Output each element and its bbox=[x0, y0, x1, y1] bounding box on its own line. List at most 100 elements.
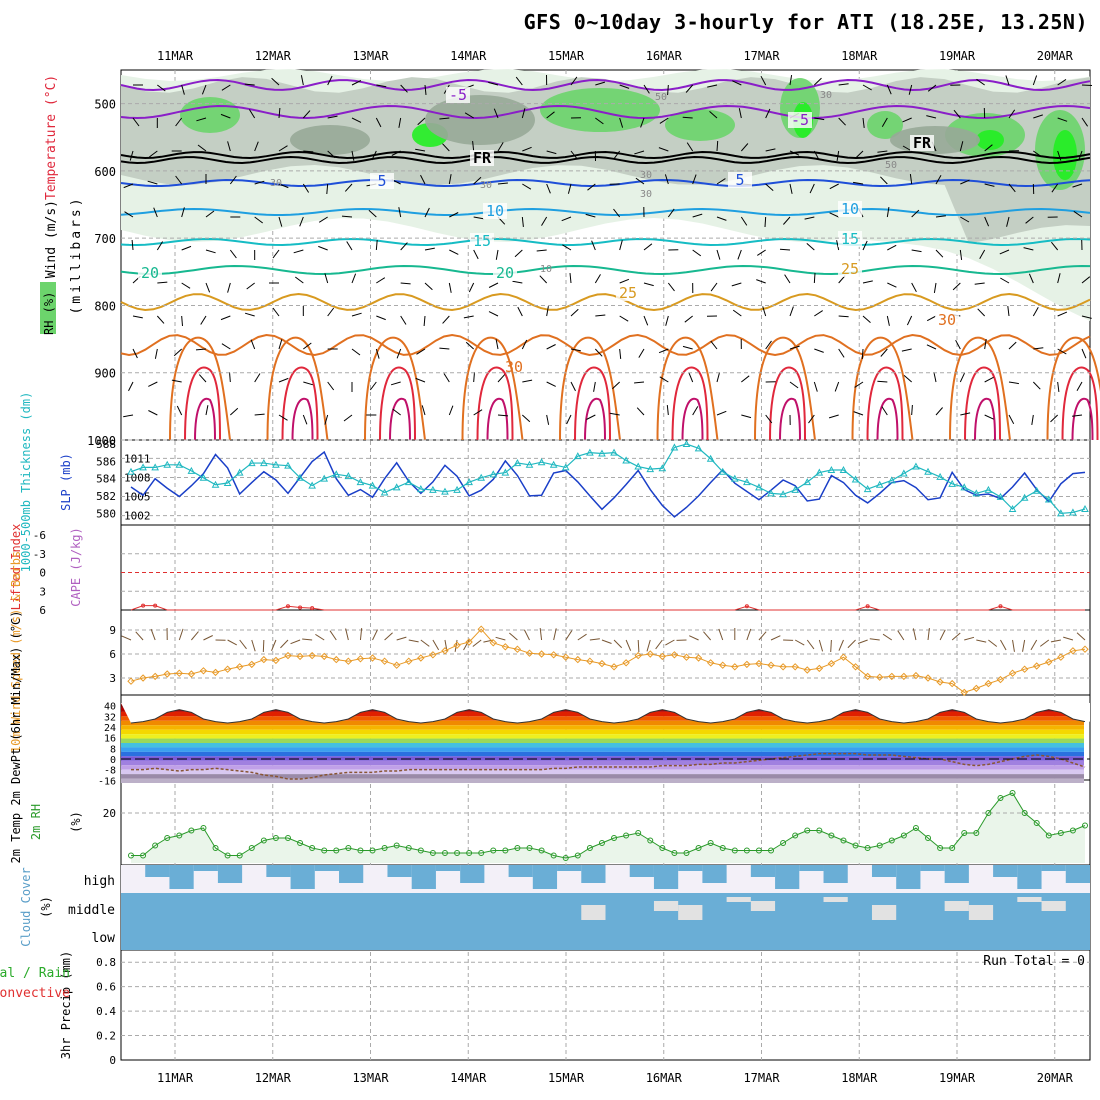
wind-barb bbox=[488, 81, 499, 86]
wind-barb bbox=[473, 176, 482, 185]
rh-blob bbox=[180, 97, 240, 133]
rh2m-point bbox=[405, 845, 412, 851]
temp-area-mask bbox=[121, 703, 1090, 723]
wind10-barb bbox=[1012, 639, 1015, 652]
wind-barb bbox=[877, 150, 888, 153]
wind10-point bbox=[562, 653, 570, 661]
li-tick: 6 bbox=[39, 604, 46, 617]
thickness-point bbox=[863, 485, 872, 493]
wind10-point bbox=[743, 660, 751, 669]
slp-axis-label: SLP (mb) bbox=[59, 453, 73, 511]
slp-tick: 1011 bbox=[124, 452, 151, 465]
wind-barb bbox=[327, 381, 335, 391]
wind-barb bbox=[732, 309, 742, 317]
rh2m-point bbox=[925, 835, 932, 841]
rh2m-point bbox=[345, 845, 352, 851]
rh-blob bbox=[867, 111, 903, 139]
temp-color-band bbox=[121, 725, 1084, 730]
rh2m-axis-label: 2m RH bbox=[29, 804, 43, 840]
rh2m-point bbox=[369, 847, 376, 854]
wind10-point bbox=[235, 663, 244, 671]
wind-barb bbox=[371, 150, 377, 161]
rh2m-point bbox=[1009, 790, 1016, 796]
pressure-tick: 800 bbox=[94, 299, 116, 313]
temp-color-band bbox=[121, 729, 1084, 735]
lifted-index-point bbox=[298, 605, 303, 610]
wind-barb bbox=[619, 84, 630, 89]
contour-label-bg bbox=[446, 87, 470, 103]
wind-barb bbox=[1051, 183, 1059, 193]
wind-barb bbox=[546, 381, 556, 387]
rh2m-point bbox=[490, 847, 497, 854]
rh2m-point bbox=[828, 832, 835, 839]
wind10-barb bbox=[251, 639, 256, 652]
thickness-tick: 586 bbox=[96, 455, 116, 468]
wind-barb bbox=[643, 315, 649, 326]
cloud-mid-cell bbox=[1041, 901, 1066, 911]
wind-barb bbox=[570, 150, 578, 160]
thickness-point bbox=[465, 478, 473, 486]
rh2m-area bbox=[131, 793, 1085, 863]
wind-barb bbox=[881, 117, 888, 127]
wind-barb bbox=[129, 150, 134, 161]
wind-barb bbox=[415, 377, 426, 383]
wind-barb bbox=[246, 282, 255, 290]
wind-barb bbox=[488, 282, 499, 288]
rh2m-point bbox=[1057, 830, 1064, 836]
temp-contour bbox=[120, 264, 1091, 276]
wind-barb bbox=[1078, 150, 1083, 161]
wind-barb bbox=[933, 282, 937, 293]
thickness-point bbox=[199, 473, 208, 481]
wind-barb bbox=[497, 374, 506, 383]
rh2m-point bbox=[961, 830, 968, 836]
temp-loop-40 bbox=[291, 397, 314, 441]
wind-barb bbox=[148, 381, 158, 387]
wind-barb bbox=[999, 249, 1010, 255]
wind-barb bbox=[272, 249, 280, 259]
pressure-tick: 600 bbox=[94, 165, 116, 179]
bottom-date-label: 17MAR bbox=[743, 1071, 780, 1085]
wind-barb bbox=[659, 376, 669, 383]
thickness-point bbox=[1081, 504, 1089, 512]
wind-barb bbox=[522, 183, 532, 190]
temp-loop-40 bbox=[974, 397, 996, 441]
temp-tick: 24 bbox=[104, 723, 116, 734]
temp-tick: 0 bbox=[110, 755, 116, 766]
wind10-point bbox=[779, 663, 787, 671]
rh2m-point bbox=[393, 842, 400, 849]
rh-contour-label: 50 bbox=[885, 160, 897, 171]
rh-contour-label: 30 bbox=[270, 178, 282, 189]
wind-barb bbox=[351, 312, 362, 317]
wind-barb bbox=[666, 405, 669, 416]
wind-barb bbox=[521, 414, 531, 423]
temp-loop-30 bbox=[559, 336, 621, 441]
rh2m-point bbox=[260, 837, 267, 844]
wind-barb bbox=[569, 273, 572, 284]
wind-barb bbox=[1057, 150, 1062, 161]
rh2m-point bbox=[236, 852, 243, 859]
temp-color-band bbox=[121, 760, 1084, 766]
wind-tick: 6 bbox=[109, 648, 116, 661]
temp-color-band bbox=[121, 774, 1084, 779]
wind-barb bbox=[1057, 273, 1061, 284]
rh2m-point bbox=[550, 852, 557, 859]
wind-barb bbox=[254, 216, 263, 224]
rh2m-unit-label: (%) bbox=[69, 811, 83, 833]
top-date-label: 14MAR bbox=[450, 49, 487, 63]
rh2m-point bbox=[526, 845, 533, 851]
wind-barb bbox=[595, 81, 606, 86]
wind10-point bbox=[392, 661, 401, 669]
wind-barb bbox=[765, 183, 774, 191]
precip-tick: 0 bbox=[109, 1054, 116, 1067]
temp-loop-40 bbox=[584, 397, 606, 441]
temp-tick: 32 bbox=[104, 712, 116, 723]
wind10-barb bbox=[646, 639, 651, 652]
top-date-label: 11MAR bbox=[157, 49, 194, 63]
contour-label: 20 bbox=[496, 264, 514, 282]
wind-barb bbox=[254, 413, 265, 416]
rh2m-point bbox=[852, 842, 859, 849]
rh2m-point bbox=[719, 845, 726, 851]
rh2m-point bbox=[1082, 822, 1088, 829]
wind-barb bbox=[400, 242, 408, 251]
wind-barb bbox=[814, 348, 824, 353]
